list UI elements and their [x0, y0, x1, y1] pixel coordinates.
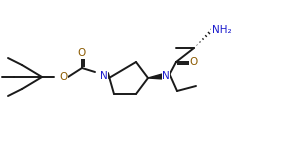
Text: O: O	[59, 72, 67, 82]
Text: NH₂: NH₂	[212, 25, 232, 35]
Text: N: N	[162, 71, 170, 81]
Text: O: O	[78, 48, 86, 58]
Polygon shape	[148, 73, 166, 79]
Text: O: O	[190, 57, 198, 67]
Text: N: N	[100, 71, 108, 81]
